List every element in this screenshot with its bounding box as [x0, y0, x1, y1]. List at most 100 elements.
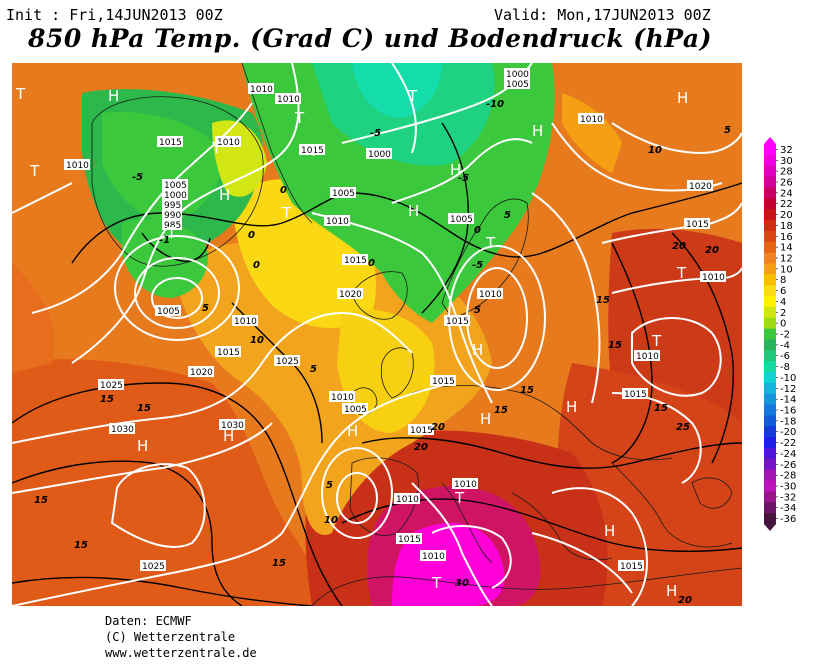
- europe-north-coast: [411, 385, 673, 461]
- svg-text:1015: 1015: [344, 256, 367, 266]
- svg-text:H: H: [532, 122, 543, 140]
- svg-text:1020: 1020: [689, 182, 712, 192]
- legend-label: 2: [780, 308, 786, 319]
- svg-text:15: 15: [34, 495, 48, 506]
- svg-text:1005: 1005: [344, 405, 367, 415]
- svg-text:5: 5: [310, 364, 317, 375]
- legend-swatch: [764, 502, 776, 514]
- svg-text:1005: 1005: [157, 307, 180, 317]
- legend-label: -18: [780, 416, 796, 427]
- svg-text:1015: 1015: [410, 426, 433, 436]
- legend-swatch: [764, 513, 776, 525]
- temperature-labels: -5 -1 -5 -10 -5 -5 5 0 0 0 0 0 5 5 5 5 5…: [34, 99, 731, 606]
- svg-text:H: H: [223, 427, 234, 445]
- weather-map: 1010 1015 1010 1010 1010 1015 1005 1000 …: [12, 63, 742, 606]
- svg-text:5: 5: [724, 125, 731, 136]
- svg-text:H: H: [677, 89, 688, 107]
- svg-text:H: H: [604, 522, 615, 540]
- legend-swatch: [764, 306, 776, 319]
- legend-label: -24: [780, 449, 796, 460]
- legend-swatch: [764, 317, 776, 330]
- svg-text:H: H: [666, 582, 677, 600]
- svg-text:T: T: [29, 162, 40, 180]
- legend-swatch: [764, 263, 776, 275]
- svg-text:-5: -5: [132, 172, 143, 183]
- svg-text:1020: 1020: [190, 368, 213, 378]
- svg-text:1010: 1010: [234, 317, 257, 327]
- credit-website[interactable]: www.wetterzentrale.de: [105, 646, 257, 660]
- legend-swatch: [764, 198, 776, 210]
- svg-text:10: 10: [648, 145, 662, 156]
- legend-swatch: [764, 415, 776, 427]
- pressure-systems: T H T T T T H H H H H T T T T T T H H H …: [15, 85, 688, 600]
- italy-coast: [441, 482, 493, 564]
- legend-swatch: [764, 296, 776, 308]
- legend-swatch: [764, 144, 776, 156]
- svg-text:T: T: [485, 234, 496, 252]
- temp-zone-central: [172, 239, 492, 535]
- legend-label: 22: [780, 199, 793, 210]
- legend-swatch: [764, 209, 776, 221]
- isobars: [12, 63, 742, 606]
- legend-top-arrow: [764, 137, 776, 144]
- svg-text:1005: 1005: [450, 215, 473, 225]
- valid-time-label: Valid: Mon,17JUN2013 00Z: [494, 6, 711, 24]
- legend-swatch: [764, 372, 776, 384]
- svg-text:995: 995: [164, 201, 181, 211]
- legend-swatch: [764, 187, 776, 199]
- svg-text:10: 10: [324, 515, 338, 526]
- legend-label: 28: [780, 167, 793, 178]
- legend-label: -22: [780, 438, 796, 449]
- svg-text:T: T: [407, 87, 418, 105]
- svg-text:1000: 1000: [368, 150, 391, 160]
- svg-text:0: 0: [253, 260, 260, 271]
- legend-label: -8: [780, 362, 790, 373]
- legend-label: 20: [780, 210, 793, 221]
- svg-text:1010: 1010: [479, 290, 502, 300]
- legend-swatch: [764, 491, 776, 503]
- svg-text:1010: 1010: [331, 393, 354, 403]
- svg-text:15: 15: [520, 385, 534, 396]
- temp-zone-atlantic-south: [12, 359, 342, 606]
- svg-text:1010: 1010: [217, 138, 240, 148]
- svg-text:1005: 1005: [332, 189, 355, 199]
- svg-text:-5: -5: [472, 260, 483, 271]
- legend-label: -26: [780, 460, 796, 471]
- legend-swatch: [764, 285, 776, 297]
- legend-label: 8: [780, 275, 786, 286]
- svg-text:-5: -5: [458, 173, 469, 184]
- svg-text:1010: 1010: [422, 552, 445, 562]
- credit-data-source: Daten: ECMWF: [105, 614, 192, 628]
- legend-label: -2: [780, 330, 790, 341]
- svg-text:5: 5: [504, 210, 511, 221]
- svg-text:1010: 1010: [277, 95, 300, 105]
- svg-text:1015: 1015: [159, 138, 182, 148]
- svg-text:H: H: [347, 422, 358, 440]
- legend-label: 0: [780, 319, 786, 330]
- legend-label: -28: [780, 471, 796, 482]
- legend-label: 10: [780, 264, 793, 275]
- svg-text:25: 25: [676, 422, 690, 433]
- legend-swatch: [764, 448, 776, 460]
- legend-label: 32: [780, 145, 793, 156]
- svg-text:1015: 1015: [620, 562, 643, 572]
- svg-text:1015: 1015: [398, 535, 421, 545]
- chart-title: 850 hPa Temp. (Grad C) und Bodendruck (h…: [28, 24, 712, 53]
- legend-label: -10: [780, 373, 796, 384]
- legend-swatch: [764, 165, 776, 178]
- turkey-coast: [611, 462, 733, 548]
- svg-text:1010: 1010: [396, 495, 419, 505]
- svg-text:1025: 1025: [276, 357, 299, 367]
- legend-label: -34: [780, 503, 796, 514]
- svg-text:T: T: [308, 142, 319, 160]
- svg-text:1010: 1010: [454, 480, 477, 490]
- legend-swatch: [764, 154, 776, 167]
- svg-text:H: H: [472, 341, 483, 359]
- svg-text:20: 20: [678, 595, 692, 606]
- svg-text:990: 990: [164, 211, 181, 221]
- legend-swatch: [764, 230, 776, 243]
- legend-swatch: [764, 393, 776, 406]
- svg-text:H: H: [408, 202, 419, 220]
- legend-swatch: [764, 339, 776, 351]
- svg-text:1010: 1010: [580, 115, 603, 125]
